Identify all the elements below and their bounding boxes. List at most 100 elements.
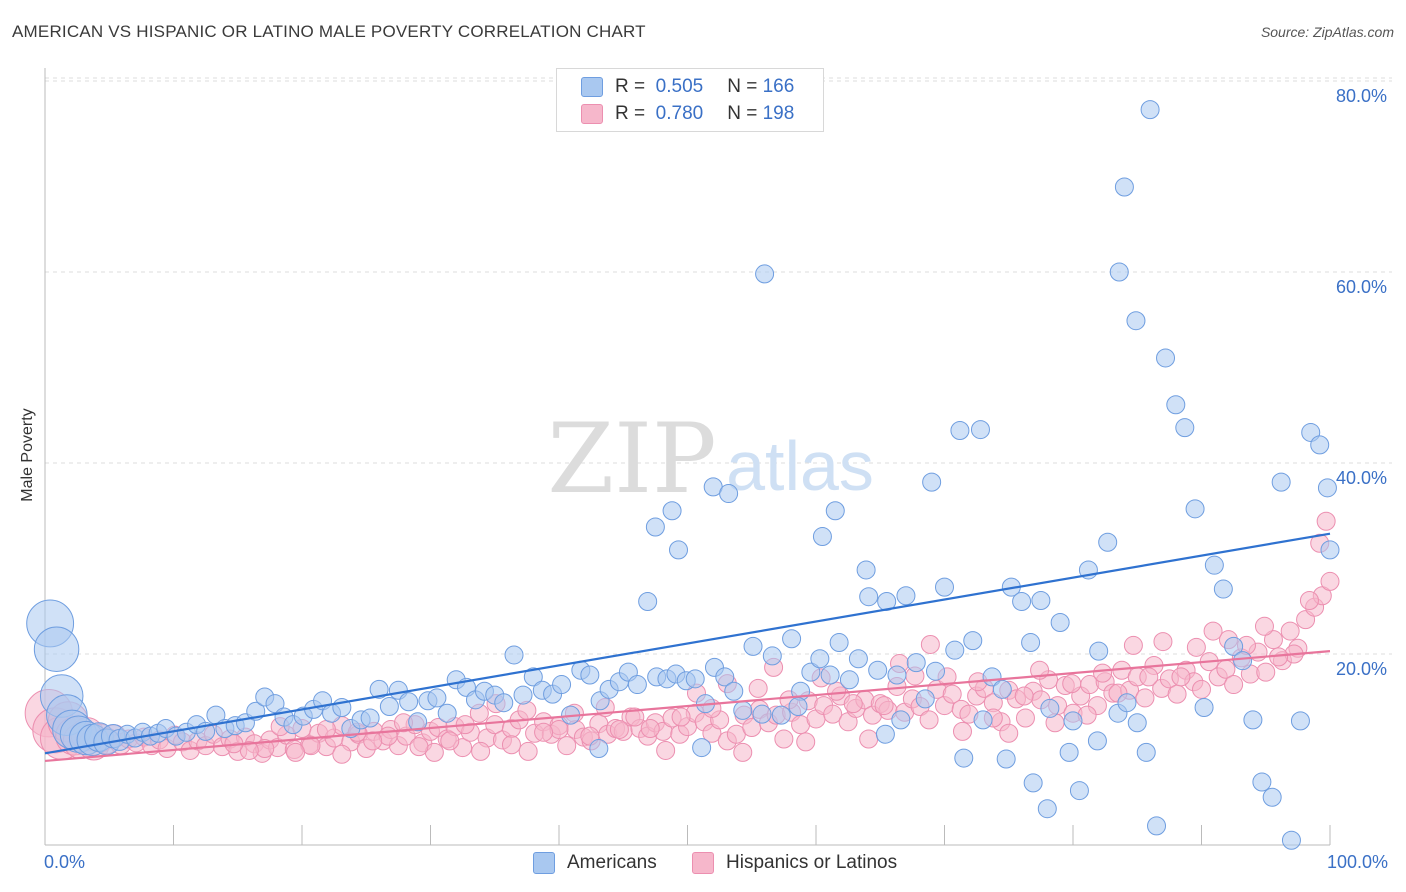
americans-point [1224, 636, 1244, 656]
americans-point [1262, 787, 1282, 807]
americans-point [1089, 641, 1109, 661]
americans-point [915, 689, 935, 709]
watermark-atlas: atlas [726, 427, 874, 505]
americans-point [896, 586, 916, 606]
hispanics-point [796, 732, 816, 752]
americans-point [752, 704, 772, 724]
hispanics-point [1263, 630, 1283, 650]
hispanics-point [501, 735, 521, 755]
americans-point [1050, 612, 1070, 632]
americans-point [922, 472, 942, 492]
americans-point [926, 661, 946, 681]
americans-point [875, 724, 895, 744]
americans-point [825, 501, 845, 521]
hispanics-point [1093, 663, 1113, 683]
hispanics-point [286, 742, 306, 762]
americans-point [1063, 711, 1083, 731]
americans-point [1126, 311, 1146, 331]
hispanics-point [534, 722, 554, 742]
chart-title: AMERICAN VS HISPANIC OR LATINO MALE POVE… [12, 22, 646, 41]
americans-point [887, 665, 907, 685]
hispanics-point [440, 731, 460, 751]
americans-point [1069, 781, 1089, 801]
americans-point [970, 420, 990, 440]
hispanics-point [640, 718, 660, 738]
americans-swatch [581, 77, 603, 97]
americans-point [494, 693, 514, 713]
americans-point [1109, 262, 1129, 282]
americans-point [935, 577, 954, 597]
americans-point [1127, 713, 1147, 733]
legend-item-hispanics[interactable]: Hispanics or Latinos [692, 852, 897, 874]
hispanics-point [1186, 637, 1206, 657]
hispanics-point [827, 681, 847, 701]
hispanics-point [549, 719, 569, 739]
legend-r-value: 0.505 [655, 76, 704, 97]
americans-point [1031, 591, 1051, 611]
trend-lines [44, 532, 1331, 763]
americans-point [1252, 772, 1272, 792]
americans-point [645, 517, 665, 537]
hispanics-trend-line [44, 650, 1331, 763]
gridlines [45, 77, 1392, 655]
americans-point [1317, 478, 1337, 498]
legend-n-value: 166 [762, 76, 795, 97]
hispanics-point [920, 634, 940, 654]
americans-point [848, 649, 868, 669]
americans-point [755, 264, 775, 284]
americans-trend-line [44, 532, 1331, 755]
americans-point [724, 681, 744, 701]
americans-point [820, 665, 840, 685]
legend-n-value: 198 [762, 103, 795, 124]
americans-point [1117, 693, 1137, 713]
americans-point [1059, 742, 1079, 762]
hispanics-point [1153, 632, 1173, 652]
americans-point [771, 705, 791, 725]
hispanics-swatch [581, 104, 603, 124]
americans-point [788, 697, 808, 717]
hispanics-point [409, 737, 429, 757]
hispanics-point [1254, 616, 1274, 636]
americans-point [685, 669, 705, 689]
americans-point [782, 629, 802, 649]
source-label: Source: ZipAtlas.com [1260, 24, 1394, 40]
americans-point [1243, 710, 1263, 730]
hispanics-point [1014, 686, 1034, 706]
americans-point [1320, 540, 1340, 560]
americans-point [950, 421, 970, 441]
americans-point [523, 667, 543, 687]
americans-point [1310, 435, 1330, 455]
legend-label-americans: Americans [567, 852, 657, 873]
hispanics-point [332, 744, 352, 764]
americans-point [859, 587, 879, 607]
stats-legend: R = 0.505 N = 166 R = 0.780 N = 198 [556, 68, 824, 132]
americans-point [1023, 773, 1043, 793]
americans-point [1012, 591, 1032, 611]
americans-point [1098, 532, 1118, 552]
americans-point [1194, 697, 1214, 717]
americans-point [715, 667, 735, 687]
americans-point [1147, 816, 1167, 836]
hispanics-point [919, 710, 939, 730]
x-tick-label-min: 0.0% [44, 852, 86, 872]
legend-n-label: N = [727, 76, 758, 97]
americans-point [638, 591, 658, 611]
legend-item-americans[interactable]: Americans [533, 852, 657, 874]
americans-point [1040, 698, 1060, 718]
y-tick-label: 60.0% [1336, 277, 1388, 297]
hispanics-point [471, 741, 491, 761]
americans-point [996, 749, 1016, 769]
americans-point [1233, 651, 1253, 671]
americans-point [810, 649, 830, 669]
americans-point [1136, 742, 1156, 762]
americans-point [427, 688, 447, 708]
americans-point [1140, 100, 1160, 120]
americans-point [669, 540, 689, 560]
americans-point [963, 631, 983, 651]
hispanics-point [1280, 621, 1300, 641]
hispanics-point [1224, 675, 1244, 695]
americans-point [891, 710, 911, 730]
americans-point [906, 653, 926, 673]
americans-point [437, 703, 457, 723]
